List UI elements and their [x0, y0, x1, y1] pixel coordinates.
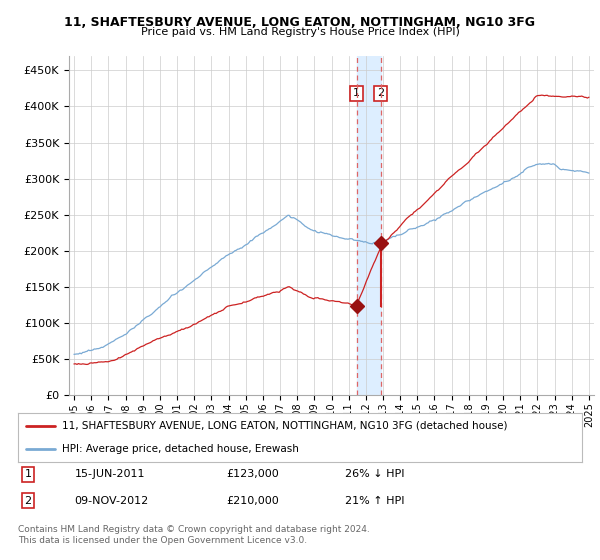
Text: 1: 1 [353, 88, 360, 99]
Text: 15-JUN-2011: 15-JUN-2011 [74, 469, 145, 479]
Text: £123,000: £123,000 [227, 469, 280, 479]
Text: £210,000: £210,000 [227, 496, 280, 506]
Text: 26% ↓ HPI: 26% ↓ HPI [345, 469, 404, 479]
Text: 2: 2 [25, 496, 32, 506]
Text: Contains HM Land Registry data © Crown copyright and database right 2024.
This d: Contains HM Land Registry data © Crown c… [18, 525, 370, 545]
Text: 2: 2 [377, 88, 385, 99]
Text: 21% ↑ HPI: 21% ↑ HPI [345, 496, 404, 506]
Bar [356, 56, 381, 395]
Text: HPI: Average price, detached house, Erewash: HPI: Average price, detached house, Erew… [62, 444, 299, 454]
Text: 1: 1 [25, 469, 32, 479]
Text: 11, SHAFTESBURY AVENUE, LONG EATON, NOTTINGHAM, NG10 3FG: 11, SHAFTESBURY AVENUE, LONG EATON, NOTT… [65, 16, 536, 29]
Text: 09-NOV-2012: 09-NOV-2012 [74, 496, 149, 506]
Text: Price paid vs. HM Land Registry's House Price Index (HPI): Price paid vs. HM Land Registry's House … [140, 27, 460, 37]
Text: 11, SHAFTESBURY AVENUE, LONG EATON, NOTTINGHAM, NG10 3FG (detached house): 11, SHAFTESBURY AVENUE, LONG EATON, NOTT… [62, 421, 508, 431]
